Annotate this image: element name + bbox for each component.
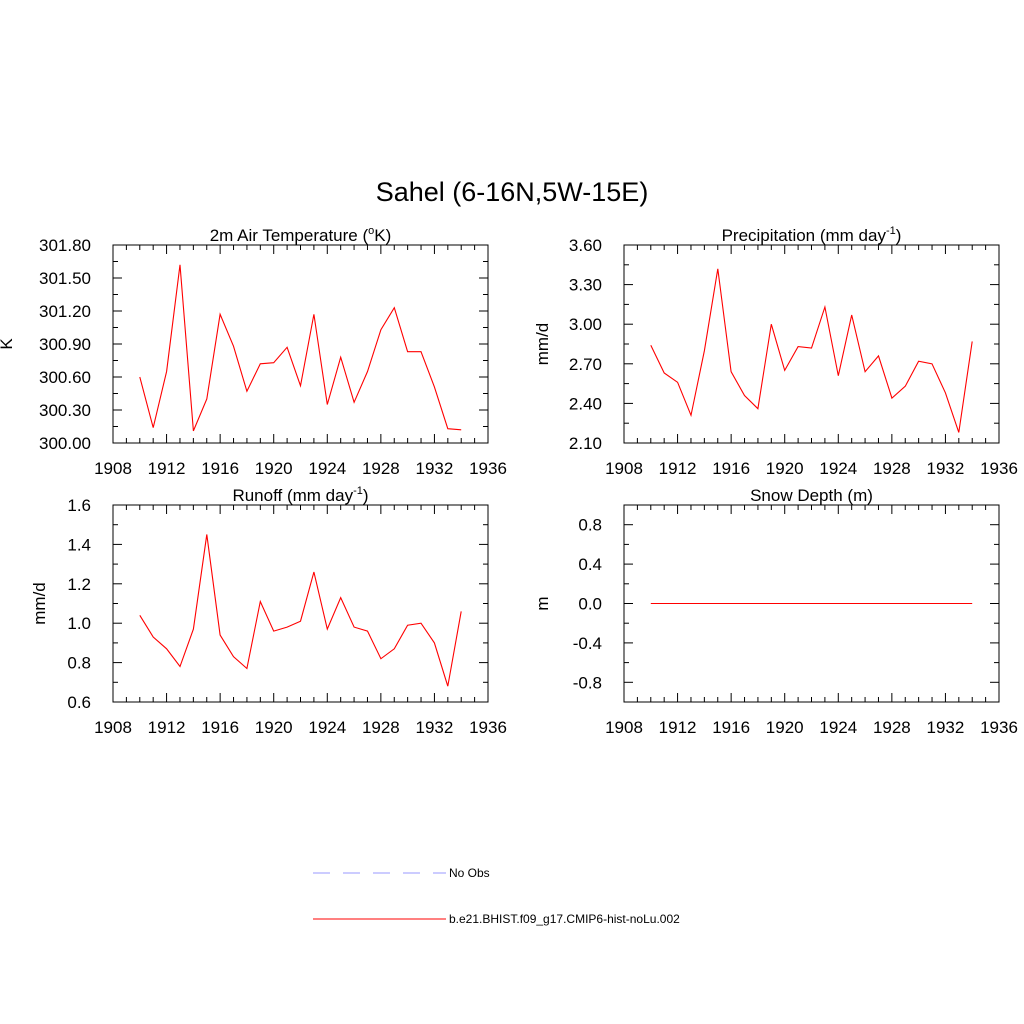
y-tick-label: 300.90	[39, 335, 91, 354]
x-tick-label: 1928	[873, 459, 911, 478]
y-tick-label: 0.8	[67, 654, 91, 673]
y-tick-label: 2.70	[569, 355, 602, 374]
x-tick-label: 1916	[201, 718, 239, 737]
plot-frame	[623, 244, 1000, 444]
x-tick-label: 1932	[927, 718, 965, 737]
series-line	[139, 264, 462, 432]
x-tick-label: 1936	[469, 718, 507, 737]
y-tick-label: -0.4	[573, 634, 602, 653]
x-tick-label: 1916	[712, 459, 750, 478]
x-tick-label: 1936	[980, 718, 1018, 737]
figure-title: Sahel (6-16N,5W-15E)	[376, 177, 649, 207]
x-tick-label: 1924	[819, 459, 857, 478]
x-tick-label: 1920	[255, 459, 293, 478]
y-tick-label: 0.4	[578, 555, 602, 574]
y-tick-label: 301.50	[39, 269, 91, 288]
x-tick-label: 1928	[362, 459, 400, 478]
x-tick-label: 1924	[308, 718, 346, 737]
panel-bottom-left: Runoff (mm day-1) mm/d 1908 1912 1916 1920 192…	[30, 485, 507, 737]
legend-label: b.e21.BHIST.f09_g17.CMIP6-hist-noLu.002	[449, 912, 680, 926]
plot-frame	[112, 504, 489, 703]
y-tick-label: 1.6	[67, 496, 91, 515]
y-tick-label: 300.30	[39, 401, 91, 420]
panel-bottom-right: Snow Depth (m) m 1908 1912 1916 1920 1924 1928 1…	[533, 486, 1018, 737]
series-line	[650, 268, 973, 433]
y-axis-label: K	[0, 338, 16, 350]
y-tick-label: 2.40	[569, 394, 602, 413]
panel-title: Precipitation (mm day-1)	[722, 225, 902, 245]
y-axis-label: mm/d	[30, 582, 49, 625]
legend-item: b.e21.BHIST.f09_g17.CMIP6-hist-noLu.002	[313, 912, 680, 926]
panel-title: Snow Depth (m)	[750, 486, 873, 505]
legend-item: No Obs	[313, 866, 490, 880]
x-tick-label: 1908	[94, 459, 132, 478]
x-tick-label: 1912	[659, 718, 697, 737]
y-tick-label: 1.0	[67, 614, 91, 633]
panel-title: 2m Air Temperature (oK)	[210, 225, 392, 245]
x-tick-label: 1916	[712, 718, 750, 737]
legend-label: No Obs	[449, 866, 490, 880]
x-tick-label: 1908	[94, 718, 132, 737]
panel-top-left: 2m Air Temperature (oK) K 1908 1912 1916 1920…	[0, 225, 507, 478]
x-tick-label: 1924	[308, 459, 346, 478]
y-tick-label: 0.0	[578, 595, 602, 614]
x-tick-label: 1920	[255, 718, 293, 737]
x-tick-label: 1932	[416, 718, 454, 737]
plot-frame	[112, 244, 489, 444]
x-tick-label: 1932	[416, 459, 454, 478]
legend: No Obs b.e21.BHIST.f09_g17.CMIP6-hist-noL…	[313, 866, 680, 926]
x-tick-label: 1932	[927, 459, 965, 478]
x-tick-label: 1924	[819, 718, 857, 737]
x-tick-label: 1920	[766, 718, 804, 737]
y-tick-label: 300.00	[39, 434, 91, 453]
x-tick-label: 1912	[659, 459, 697, 478]
x-tick-label: 1912	[148, 459, 186, 478]
y-tick-label: 301.20	[39, 302, 91, 321]
x-tick-label: 1920	[766, 459, 804, 478]
x-tick-label: 1916	[201, 459, 239, 478]
x-tick-label: 1908	[605, 459, 643, 478]
y-tick-label: 2.10	[569, 434, 602, 453]
panel-top-right: Precipitation (mm day-1) mm/d 1908 1912 1916…	[533, 225, 1018, 478]
y-tick-label: 3.30	[569, 276, 602, 295]
y-axis-label: mm/d	[533, 323, 552, 366]
y-tick-label: 0.8	[578, 516, 602, 535]
y-tick-label: 0.6	[67, 693, 91, 712]
x-tick-label: 1936	[980, 459, 1018, 478]
y-tick-label: 3.00	[569, 315, 602, 334]
x-tick-label: 1928	[873, 718, 911, 737]
y-tick-label: 1.4	[67, 535, 91, 554]
panels: 2m Air Temperature (oK) K 1908 1912 1916 1920…	[0, 225, 1018, 737]
y-tick-label: 300.60	[39, 368, 91, 387]
x-tick-label: 1908	[605, 718, 643, 737]
x-tick-label: 1936	[469, 459, 507, 478]
x-tick-label: 1912	[148, 718, 186, 737]
y-tick-label: 301.80	[39, 236, 91, 255]
y-tick-label: 1.2	[67, 575, 91, 594]
y-axis-label: m	[533, 596, 552, 610]
x-tick-label: 1928	[362, 718, 400, 737]
series-line	[139, 534, 462, 687]
y-tick-label: 3.60	[569, 236, 602, 255]
y-tick-label: -0.8	[573, 673, 602, 692]
panel-title: Runoff (mm day-1)	[232, 485, 368, 505]
